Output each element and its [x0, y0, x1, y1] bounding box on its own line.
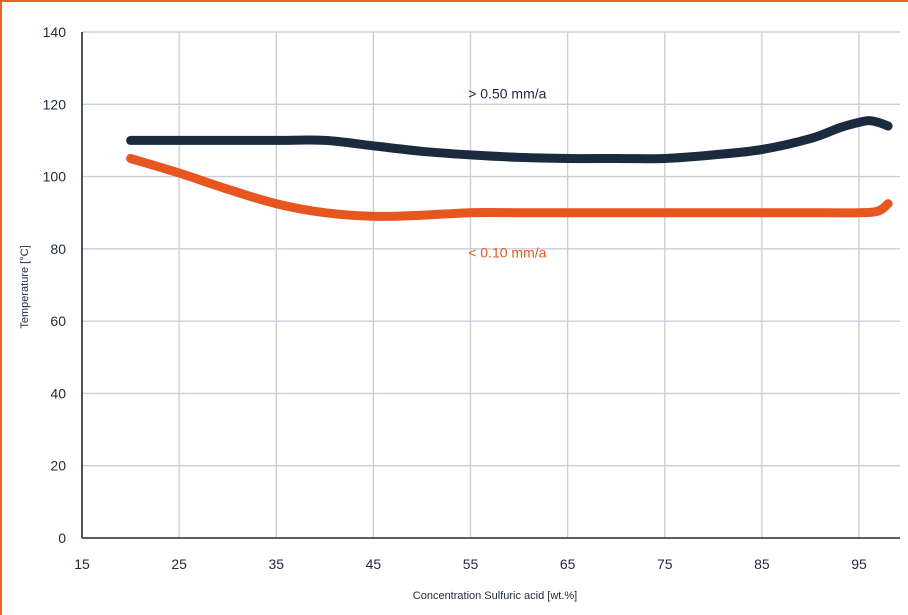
series-annotation-2: < 0.10 mm/a [468, 244, 546, 260]
series-annotation-1: > 0.50 mm/a [468, 85, 546, 101]
x-tick-label: 15 [74, 556, 90, 572]
annotations: > 0.50 mm/a < 0.10 mm/a [468, 85, 546, 260]
y-tick-label: 80 [50, 241, 66, 257]
series-line-2 [126, 154, 893, 221]
x-tick-label: 85 [754, 556, 770, 572]
series-line-1 [126, 116, 893, 164]
x-tick-label: 75 [657, 556, 673, 572]
tick-labels: 15 25 35 45 55 65 75 85 95 0 20 40 60 80 100 120 140 [43, 24, 867, 572]
y-tick-label: 0 [58, 530, 66, 546]
y-tick-label: 20 [50, 458, 66, 474]
y-tick-label: 100 [43, 169, 67, 185]
y-tick-label: 40 [50, 385, 66, 401]
x-tick-label: 35 [268, 556, 284, 572]
x-tick-label: 95 [851, 556, 867, 572]
y-tick-label: 140 [43, 24, 67, 40]
axes [81, 32, 900, 539]
x-tick-label: 65 [560, 556, 576, 572]
x-tick-label: 25 [171, 556, 187, 572]
y-tick-label: 120 [43, 96, 67, 112]
y-axis-label: Temperature [°C] [19, 245, 31, 328]
x-axis-label: Concentration Sulfuric acid [wt.%] [413, 590, 577, 602]
x-tick-label: 45 [366, 556, 382, 572]
grid-lines [82, 31, 900, 538]
series-lines [126, 116, 893, 221]
y-tick-label: 60 [50, 313, 66, 329]
x-tick-label: 55 [463, 556, 479, 572]
